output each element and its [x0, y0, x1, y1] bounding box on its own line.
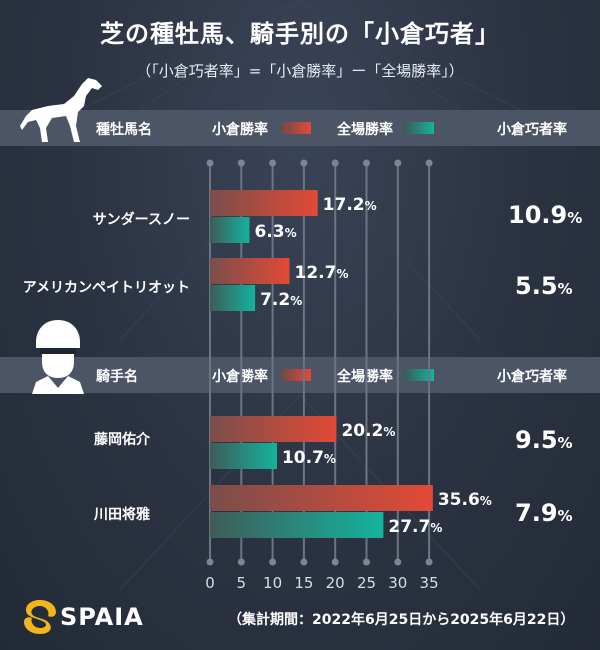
x-tick-label: 0 [205, 574, 215, 592]
diff-value: 5.5% [515, 272, 573, 300]
row-name: サンダースノー [92, 212, 190, 228]
bar-kokura [210, 258, 290, 284]
jockey-name-column: 騎手名 [96, 369, 138, 385]
x-tick-label: 10 [263, 574, 282, 592]
bar-all-label: 27.7% [388, 517, 442, 537]
bar-all-label: 10.7% [282, 448, 336, 468]
gridline-cap [206, 159, 214, 167]
row-name: アメリカンペイトリオット [22, 280, 190, 296]
chart-title: 芝の種牡馬、騎手別の「小倉巧者」 [100, 20, 500, 48]
legend-all-label: 全場勝率 [337, 122, 393, 138]
gridline-cap [331, 159, 339, 167]
bar-all-label: 6.3% [254, 222, 296, 242]
diff-column: 小倉巧者率 [497, 122, 567, 138]
gridline-cap [269, 159, 277, 167]
x-tick-label: 20 [326, 574, 345, 592]
bar-all [210, 217, 250, 243]
bar-kokura-label: 12.7% [295, 263, 349, 283]
bar-kokura [210, 416, 337, 442]
bar-kokura-label: 17.2% [323, 195, 377, 215]
gridline-cap [394, 159, 402, 167]
gridline-cap [363, 558, 370, 566]
bar-kokura [210, 485, 433, 511]
gridline-cap [394, 558, 402, 566]
gridline-cap [300, 159, 308, 167]
jockey-icon [32, 320, 84, 394]
diff-column-2: 小倉巧者率 [497, 369, 567, 385]
gridline-cap [237, 558, 245, 566]
row-name: 川田将雅 [94, 507, 150, 523]
x-tick-label: 25 [357, 574, 376, 592]
spaia-logo-icon [24, 600, 56, 634]
diff-value: 10.9% [508, 201, 583, 229]
gridline-cap [300, 558, 308, 566]
bar-kokura-label: 20.2% [341, 421, 395, 441]
bar-all [210, 443, 277, 469]
horse-icon [20, 78, 102, 142]
gridline-cap [363, 159, 370, 167]
x-tick-label: 30 [388, 574, 407, 592]
gridline-cap [269, 558, 277, 566]
bar-all-label: 7.2% [260, 290, 302, 310]
legend-kokura-label-2: 小倉勝率 [212, 369, 268, 385]
x-tick-label: 35 [420, 574, 439, 592]
legend-all-swatch-2 [404, 369, 434, 381]
gridline-cap [331, 558, 339, 566]
legend-kokura-swatch [281, 122, 311, 134]
legend-kokura-label: 小倉勝率 [212, 122, 268, 138]
row-name: 藤岡佑介 [94, 432, 150, 448]
x-tick-label: 15 [294, 574, 313, 592]
diff-value: 7.9% [515, 499, 573, 527]
gridline-cap [425, 159, 433, 167]
gridline-cap [206, 558, 214, 566]
gridline-cap [237, 159, 245, 167]
bar-kokura-label: 35.6% [438, 490, 492, 510]
collection-period: （集計期間：2022年6月25日から2025年6月22日） [228, 612, 575, 628]
x-tick-label: 5 [237, 574, 247, 592]
bar-all [210, 512, 384, 538]
sire-name-column: 種牡馬名 [96, 122, 152, 138]
bar-kokura [210, 190, 318, 216]
spaia-logo-text: SPAIA [60, 603, 144, 631]
legend-all-label-2: 全場勝率 [337, 369, 393, 385]
legend-all-swatch [404, 122, 434, 134]
diff-value: 9.5% [515, 426, 573, 454]
gridline-cap [425, 558, 433, 566]
chart-subtitle: （「小倉巧者率」=「小倉勝率」ー「全場勝率」） [136, 62, 464, 80]
bar-all [210, 285, 256, 311]
